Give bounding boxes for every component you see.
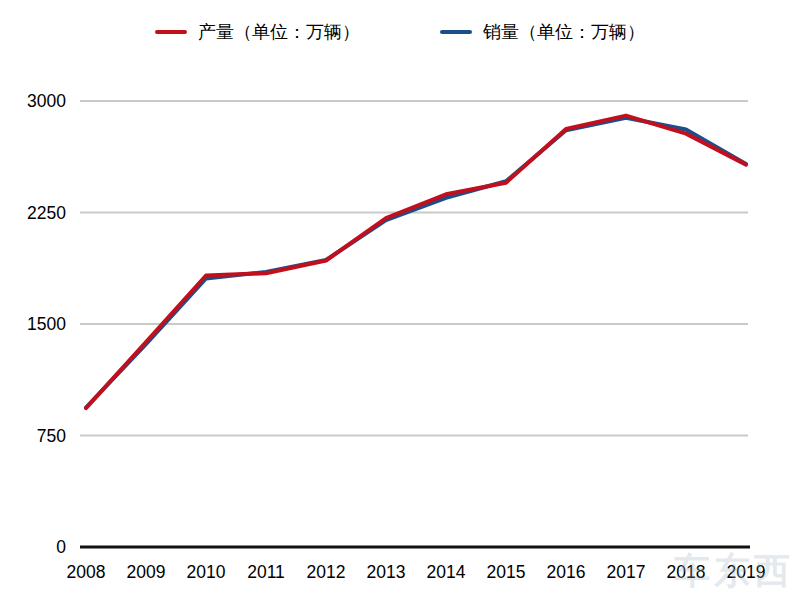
x-tick-label-2014: 2014 <box>414 561 478 583</box>
y-tick-label-0: 0 <box>0 536 66 558</box>
production-series-line <box>86 116 746 409</box>
x-tick-label-2011: 2011 <box>234 561 298 583</box>
x-tick-label-2009: 2009 <box>114 561 178 583</box>
sales-series-line <box>86 118 746 408</box>
x-tick-label-2017: 2017 <box>594 561 658 583</box>
x-tick-label-2016: 2016 <box>534 561 598 583</box>
x-tick-label-2012: 2012 <box>294 561 358 583</box>
y-tick-label-1500: 1500 <box>0 313 66 335</box>
x-tick-label-2008: 2008 <box>54 561 118 583</box>
y-tick-label-3000: 3000 <box>0 90 66 112</box>
x-tick-label-2019: 2019 <box>714 561 778 583</box>
x-tick-label-2015: 2015 <box>474 561 538 583</box>
x-tick-label-2013: 2013 <box>354 561 418 583</box>
y-tick-label-750: 750 <box>0 425 66 447</box>
line-chart-plot-svg <box>0 0 800 598</box>
x-tick-label-2018: 2018 <box>654 561 718 583</box>
x-tick-label-2010: 2010 <box>174 561 238 583</box>
y-tick-label-2250: 2250 <box>0 202 66 224</box>
auto-production-sales-chart: 产量（单位：万辆） 销量（单位：万辆） 0750150022503000 200… <box>0 0 800 598</box>
